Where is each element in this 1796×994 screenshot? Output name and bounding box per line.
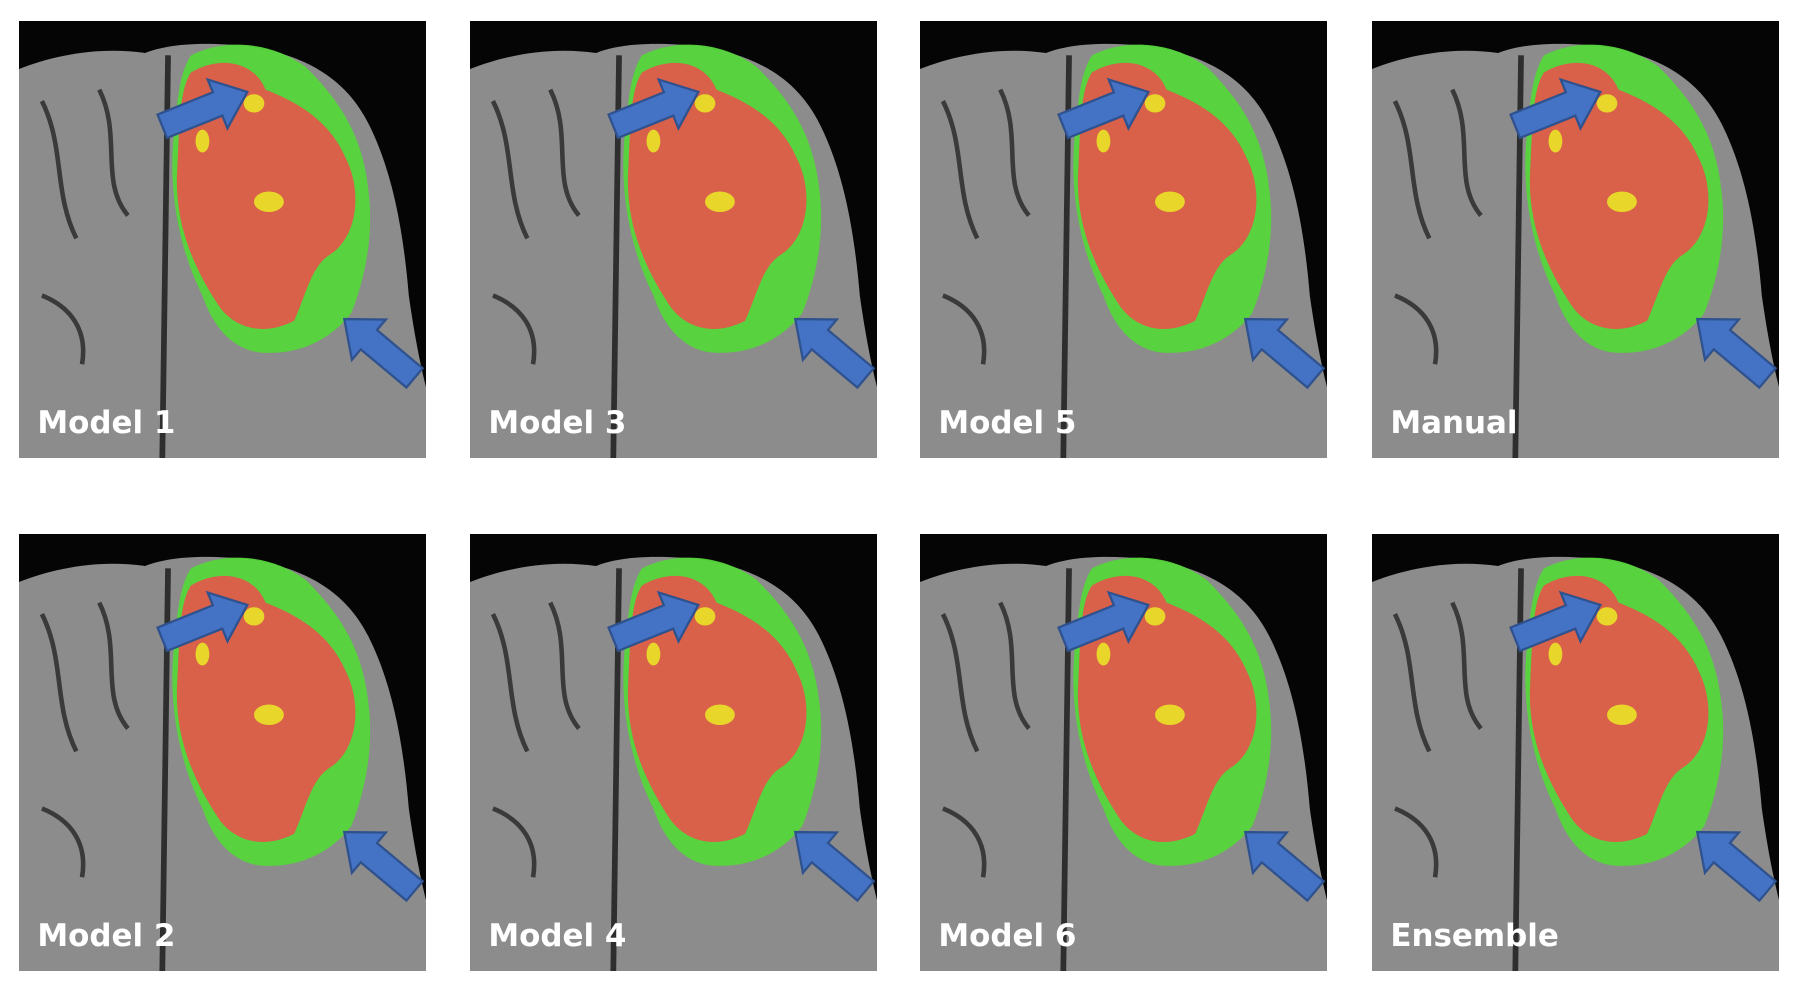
enhancing-spot	[243, 607, 265, 626]
panel-label: Model 3	[488, 405, 626, 441]
enhancing-spot	[195, 642, 210, 666]
enhancing-spot	[1096, 642, 1111, 666]
enhancing-spot	[1155, 704, 1185, 726]
arrow	[1243, 830, 1326, 903]
image-panel: Manual	[1372, 21, 1779, 458]
enhancing-spot	[254, 704, 284, 726]
panel-label: Ensemble	[1390, 918, 1559, 954]
arrow	[607, 590, 701, 653]
enhancing-spot	[195, 129, 210, 153]
panel-label: Model 2	[37, 918, 175, 954]
panel-label: Model 6	[938, 918, 1076, 954]
mri-slice: Model 6	[920, 534, 1327, 971]
arrow	[342, 830, 425, 903]
mri-slice: Model 5	[920, 21, 1327, 458]
enhancing-spot	[1596, 94, 1618, 113]
panel-label: Model 4	[488, 918, 626, 954]
mri-slice: Model 4	[470, 534, 877, 971]
enhancing-spot	[1155, 191, 1185, 213]
sulcus	[39, 601, 130, 878]
mri-slice: Model 3	[470, 21, 877, 458]
arrow	[793, 830, 876, 903]
arrow	[1509, 77, 1603, 140]
arrow	[1509, 590, 1603, 653]
arrow	[1057, 77, 1151, 140]
image-panel: Model 3	[470, 21, 877, 458]
mri-slice: Manual	[1372, 21, 1779, 458]
enhancing-spot	[1607, 191, 1637, 213]
enhancing-spot	[646, 642, 661, 666]
sulcus	[1392, 601, 1483, 878]
arrow	[1057, 590, 1151, 653]
enhancing-spot	[1548, 129, 1563, 153]
image-panel: Model 5	[920, 21, 1327, 458]
image-panel: Model 2	[19, 534, 426, 971]
image-panel: Ensemble	[1372, 534, 1779, 971]
enhancing-spot	[705, 191, 735, 213]
enhancing-spot	[705, 704, 735, 726]
mri-slice: Ensemble	[1372, 534, 1779, 971]
enhancing-spot	[694, 607, 716, 626]
enhancing-spot	[1096, 129, 1111, 153]
arrow	[156, 590, 250, 653]
panel-label: Manual	[1390, 405, 1517, 441]
enhancing-spot	[1144, 607, 1166, 626]
image-panel: Model 1	[19, 21, 426, 458]
image-panel: Model 4	[470, 534, 877, 971]
enhancing-spot	[1548, 642, 1563, 666]
sulcus	[940, 601, 1031, 878]
arrow	[1243, 317, 1326, 390]
panel-label: Model 1	[37, 405, 175, 441]
arrow	[1695, 830, 1778, 903]
enhancing-spot	[694, 94, 716, 113]
arrow	[793, 317, 876, 390]
sulcus	[39, 88, 130, 365]
arrow	[607, 77, 701, 140]
sulcus	[1392, 88, 1483, 365]
enhancing-spot	[243, 94, 265, 113]
sulcus	[490, 88, 581, 365]
arrow	[1695, 317, 1778, 390]
enhancing-spot	[1596, 607, 1618, 626]
sulcus	[940, 88, 1031, 365]
arrow	[156, 77, 250, 140]
sulcus	[490, 601, 581, 878]
arrow	[342, 317, 425, 390]
enhancing-spot	[1607, 704, 1637, 726]
enhancing-spot	[646, 129, 661, 153]
image-panel: Model 6	[920, 534, 1327, 971]
enhancing-spot	[254, 191, 284, 213]
enhancing-spot	[1144, 94, 1166, 113]
mri-slice: Model 1	[19, 21, 426, 458]
mri-slice: Model 2	[19, 534, 426, 971]
panel-label: Model 5	[938, 405, 1076, 441]
